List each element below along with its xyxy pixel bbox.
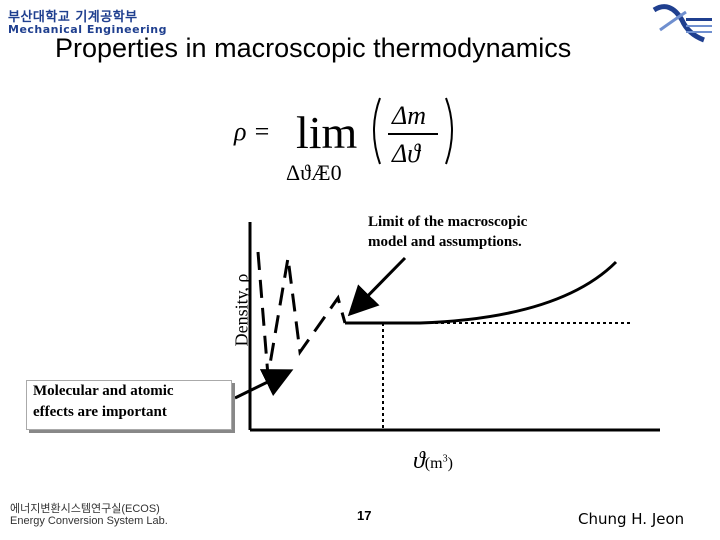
university-logo bbox=[652, 4, 712, 43]
x-axis-unit-exponent: 3 bbox=[442, 453, 448, 465]
equation-limit-subscript: ΔϑÆ0 bbox=[286, 160, 342, 185]
department-korean: 부산대학교 기계공학부 bbox=[8, 10, 138, 25]
author-name: Chung H. Jeon bbox=[578, 510, 685, 528]
left-paren bbox=[373, 97, 381, 165]
macroscopic-density-curve bbox=[345, 260, 618, 325]
page-number: 17 bbox=[357, 508, 372, 523]
x-axis-unit-close: ) bbox=[447, 455, 453, 472]
department-english: Mechanical Engineering bbox=[8, 23, 167, 36]
equation-lim: lim bbox=[296, 107, 358, 158]
molecular-fluctuation-curve bbox=[256, 251, 347, 377]
limit-arrow bbox=[347, 256, 407, 317]
x-axis-symbol: ϑ bbox=[413, 448, 425, 474]
x-axis-unit: (m bbox=[424, 455, 443, 472]
y-axis-label: Density, ρ bbox=[231, 273, 252, 347]
right-paren bbox=[445, 97, 453, 165]
annotation-limit-line-2: model and assumptions. bbox=[368, 234, 522, 250]
molecular-arrow bbox=[234, 369, 294, 400]
page-title: Properties in macroscopic thermodynamics bbox=[55, 33, 572, 63]
annotation-molecular-line-2: effects are important bbox=[33, 404, 167, 420]
equation-denominator: Δϑ bbox=[391, 139, 421, 168]
equation-lhs: ρ = bbox=[233, 117, 271, 146]
molecular-effects-annotation: Molecular and atomic effects are importa… bbox=[26, 380, 232, 430]
equation-numerator: Δm bbox=[391, 101, 426, 130]
annotation-molecular-line-1: Molecular and atomic bbox=[33, 383, 174, 399]
density-limit-equation: ρ = lim ΔϑÆ0 Δm Δϑ bbox=[228, 90, 488, 195]
macroscopic-limit-annotation: Limit of the macroscopic model and assum… bbox=[368, 212, 527, 252]
footer-lab-korean: 에너지변환시스템연구실(ECOS) bbox=[10, 503, 160, 515]
footer-lab-english: Energy Conversion System Lab. bbox=[10, 515, 168, 527]
annotation-limit-line-1: Limit of the macroscopic bbox=[368, 214, 528, 230]
x-axis-label: ϑ(m3) bbox=[413, 448, 453, 475]
